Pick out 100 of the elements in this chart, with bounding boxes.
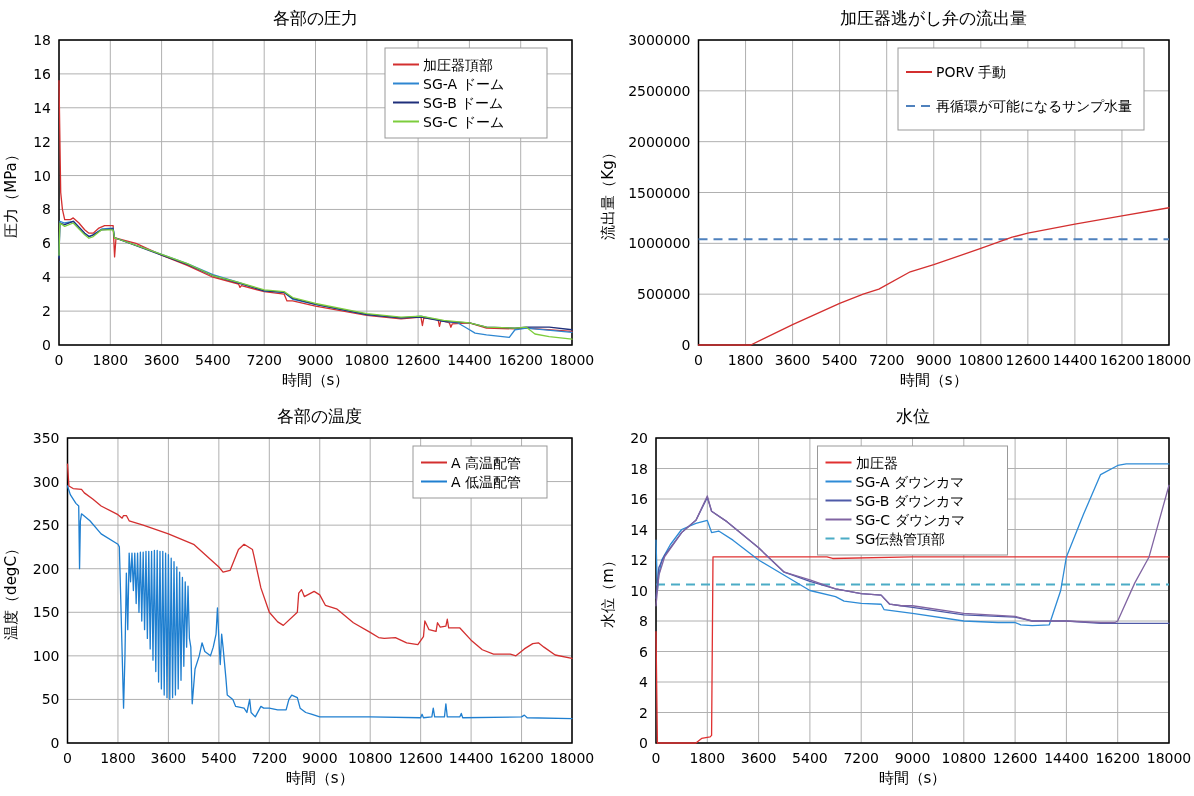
x-tick-label: 7200 bbox=[251, 750, 288, 766]
x-axis-title: 時間（s） bbox=[285, 769, 354, 787]
legend-label: SG-A ダウンカマ bbox=[855, 473, 965, 490]
y-tick-label: 18 bbox=[630, 460, 648, 477]
legend-label: PORV 手動 bbox=[936, 64, 1007, 80]
y-tick-label: 200 bbox=[32, 560, 60, 577]
x-tick-label: 18000 bbox=[1146, 352, 1192, 368]
legend-label: SG伝熱管頂部 bbox=[855, 530, 946, 547]
x-tick-label: 5400 bbox=[195, 352, 231, 368]
x-tick-label: 1800 bbox=[727, 352, 764, 368]
x-tick-label: 10800 bbox=[344, 352, 390, 368]
y-tick-label: 500000 bbox=[637, 286, 691, 303]
x-axis-title: 時間（s） bbox=[878, 769, 947, 787]
y-tick-label: 2 bbox=[639, 704, 648, 721]
legend-label: SG-A ドーム bbox=[423, 75, 504, 92]
x-tick-label: 16200 bbox=[499, 750, 544, 766]
x-tick-label: 14400 bbox=[1044, 750, 1089, 766]
y-tick-label: 50 bbox=[41, 691, 60, 708]
x-tick-label: 18000 bbox=[549, 750, 595, 766]
legend-label: A 高温配管 bbox=[451, 454, 522, 471]
y-axis-title: 流出量（Kg） bbox=[599, 145, 617, 240]
y-tick-label: 6 bbox=[42, 235, 52, 252]
x-tick-label: 0 bbox=[694, 352, 703, 368]
y-axis-title: 温度（degC） bbox=[2, 541, 20, 640]
y-tick-label: 10 bbox=[630, 582, 648, 599]
x-tick-label: 3600 bbox=[740, 750, 777, 766]
x-tick-label: 5400 bbox=[821, 352, 858, 368]
x-tick-label: 10800 bbox=[958, 352, 1004, 368]
x-tick-label: 16200 bbox=[498, 352, 543, 368]
x-tick-label: 9000 bbox=[915, 352, 952, 368]
y-tick-label: 16 bbox=[33, 65, 52, 82]
x-tick-label: 9000 bbox=[301, 750, 338, 766]
y-tick-label: 8 bbox=[639, 613, 648, 629]
legend-label: SG-C ドーム bbox=[423, 113, 505, 130]
y-tick-label: 20 bbox=[630, 430, 648, 446]
legend-label: SG-B ダウンカマ bbox=[855, 492, 964, 509]
x-tick-label: 1800 bbox=[100, 750, 136, 766]
y-tick-label: 18 bbox=[33, 32, 51, 48]
y-tick-label: 1500000 bbox=[628, 184, 691, 201]
chart-title: 各部の圧力 bbox=[273, 8, 358, 28]
x-tick-label: 7200 bbox=[246, 352, 283, 368]
y-tick-label: 8 bbox=[42, 201, 51, 218]
y-tick-label: 0 bbox=[639, 735, 648, 751]
y-tick-label: 14 bbox=[33, 99, 52, 116]
y-tick-label: 14 bbox=[630, 521, 649, 538]
y-tick-label: 300 bbox=[32, 473, 60, 490]
y-tick-label: 2500000 bbox=[628, 82, 691, 99]
x-tick-label: 14400 bbox=[448, 750, 494, 766]
y-tick-label: 6 bbox=[639, 643, 649, 660]
legend-label: SG-B ドーム bbox=[423, 94, 504, 111]
x-tick-label: 7200 bbox=[843, 750, 880, 766]
x-tick-label: 0 bbox=[63, 750, 72, 766]
legend-label: 加圧器頂部 bbox=[423, 56, 493, 73]
x-tick-label: 16200 bbox=[1099, 352, 1145, 368]
chart-title: 各部の温度 bbox=[277, 406, 363, 426]
x-tick-label: 5400 bbox=[201, 750, 237, 766]
legend-label: 再循環が可能になるサンプ水量 bbox=[936, 98, 1132, 114]
x-tick-label: 10800 bbox=[941, 750, 987, 766]
x-tick-label: 9000 bbox=[297, 352, 334, 368]
x-tick-label: 7200 bbox=[868, 352, 905, 368]
y-tick-label: 150 bbox=[32, 604, 60, 621]
x-tick-label: 12600 bbox=[992, 750, 1038, 766]
x-tick-label: 1800 bbox=[92, 352, 129, 368]
y-tick-label: 10 bbox=[33, 167, 51, 184]
x-axis-title: 時間（s） bbox=[899, 371, 968, 389]
y-tick-label: 2000000 bbox=[628, 133, 691, 150]
legend-label: A 低温配管 bbox=[451, 473, 522, 490]
x-tick-label: 5400 bbox=[792, 750, 828, 766]
chart-title: 水位 bbox=[895, 406, 930, 426]
x-tick-label: 1800 bbox=[689, 750, 726, 766]
legend-label: 加圧器 bbox=[855, 454, 898, 471]
y-tick-label: 1000000 bbox=[628, 235, 691, 252]
x-tick-label: 3600 bbox=[150, 750, 187, 766]
y-tick-label: 0 bbox=[42, 337, 51, 353]
y-tick-label: 2 bbox=[42, 303, 51, 320]
x-tick-label: 16200 bbox=[1095, 750, 1140, 766]
x-tick-label: 3600 bbox=[774, 352, 811, 368]
x-tick-label: 3600 bbox=[143, 352, 180, 368]
legend-label: SG-C ダウンカマ bbox=[855, 511, 965, 528]
x-tick-label: 12600 bbox=[395, 352, 441, 368]
x-axis-title: 時間（s） bbox=[281, 371, 350, 389]
x-tick-label: 18000 bbox=[1146, 750, 1192, 766]
y-tick-label: 250 bbox=[32, 517, 60, 534]
y-tick-label: 100 bbox=[32, 647, 60, 664]
y-tick-label: 12 bbox=[630, 552, 648, 568]
y-tick-label: 3000000 bbox=[628, 32, 691, 48]
y-axis-title: 水位（m） bbox=[599, 553, 617, 628]
y-tick-label: 4 bbox=[42, 269, 52, 286]
x-tick-label: 10800 bbox=[347, 750, 393, 766]
y-tick-label: 4 bbox=[639, 674, 649, 690]
x-tick-label: 9000 bbox=[894, 750, 931, 766]
chart-title: 加圧器逃がし弁の流出量 bbox=[840, 8, 1028, 28]
y-axis-title: 圧力（MPa） bbox=[2, 147, 20, 238]
y-tick-label: 0 bbox=[681, 337, 691, 353]
x-tick-label: 12600 bbox=[398, 750, 443, 766]
x-tick-label: 14400 bbox=[1052, 352, 1098, 368]
x-tick-label: 12600 bbox=[1005, 352, 1051, 368]
y-tick-label: 12 bbox=[33, 133, 51, 150]
x-tick-label: 18000 bbox=[549, 352, 595, 368]
x-tick-label: 14400 bbox=[447, 352, 492, 368]
